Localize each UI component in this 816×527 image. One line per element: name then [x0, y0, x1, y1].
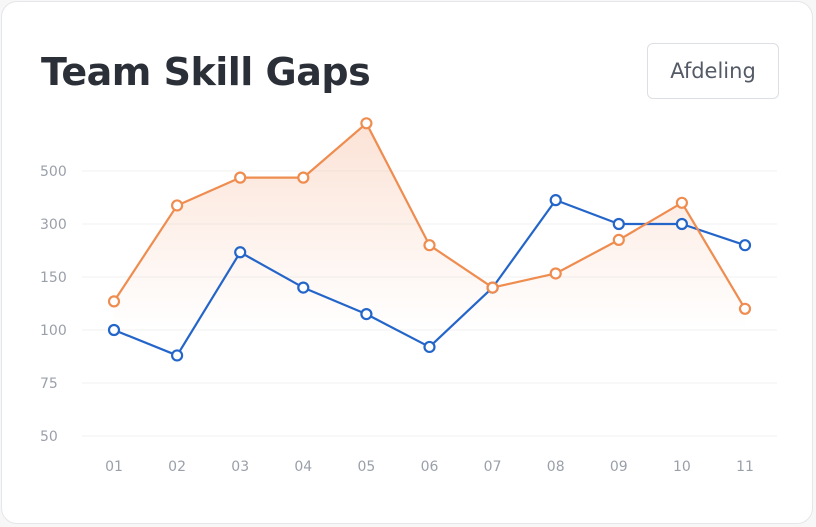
chart-title: Team Skill Gaps	[41, 50, 371, 94]
data-point	[675, 217, 689, 231]
data-point	[171, 199, 184, 212]
x-tick-label: 02	[168, 459, 186, 475]
data-point	[738, 302, 752, 315]
y-tick-label: 50	[40, 429, 58, 445]
x-tick-label: 07	[484, 459, 502, 475]
data-point	[738, 239, 752, 252]
series-area	[114, 123, 745, 330]
x-tick-label: 10	[673, 459, 691, 475]
data-point	[423, 340, 436, 354]
x-tick-label: 03	[231, 459, 249, 475]
data-point	[107, 295, 121, 308]
y-tick-label: 150	[40, 270, 67, 286]
x-tick-label: 05	[357, 459, 375, 475]
data-point	[234, 171, 247, 184]
data-point	[360, 117, 373, 130]
x-tick-label: 09	[610, 459, 628, 475]
y-tick-label: 75	[40, 376, 58, 392]
data-point	[107, 323, 121, 337]
y-tick-label: 100	[40, 323, 67, 339]
data-point	[549, 194, 562, 207]
x-tick-label: 04	[294, 459, 312, 475]
data-point	[297, 171, 310, 184]
y-tick-label: 500	[40, 164, 67, 180]
data-point	[549, 267, 562, 280]
data-point	[171, 349, 184, 362]
data-point	[612, 217, 625, 231]
department-filter-button[interactable]: Afdeling	[647, 43, 779, 99]
data-point	[297, 281, 310, 294]
y-tick-label: 300	[40, 217, 67, 233]
x-tick-label: 01	[105, 459, 123, 475]
data-point	[360, 308, 373, 321]
x-tick-label: 08	[547, 459, 565, 475]
data-point	[423, 239, 436, 252]
data-point	[486, 281, 499, 294]
data-point	[612, 233, 625, 246]
x-tick-label: 11	[736, 459, 754, 475]
x-tick-label: 06	[421, 459, 439, 475]
data-point	[234, 246, 247, 259]
data-point	[675, 196, 689, 209]
